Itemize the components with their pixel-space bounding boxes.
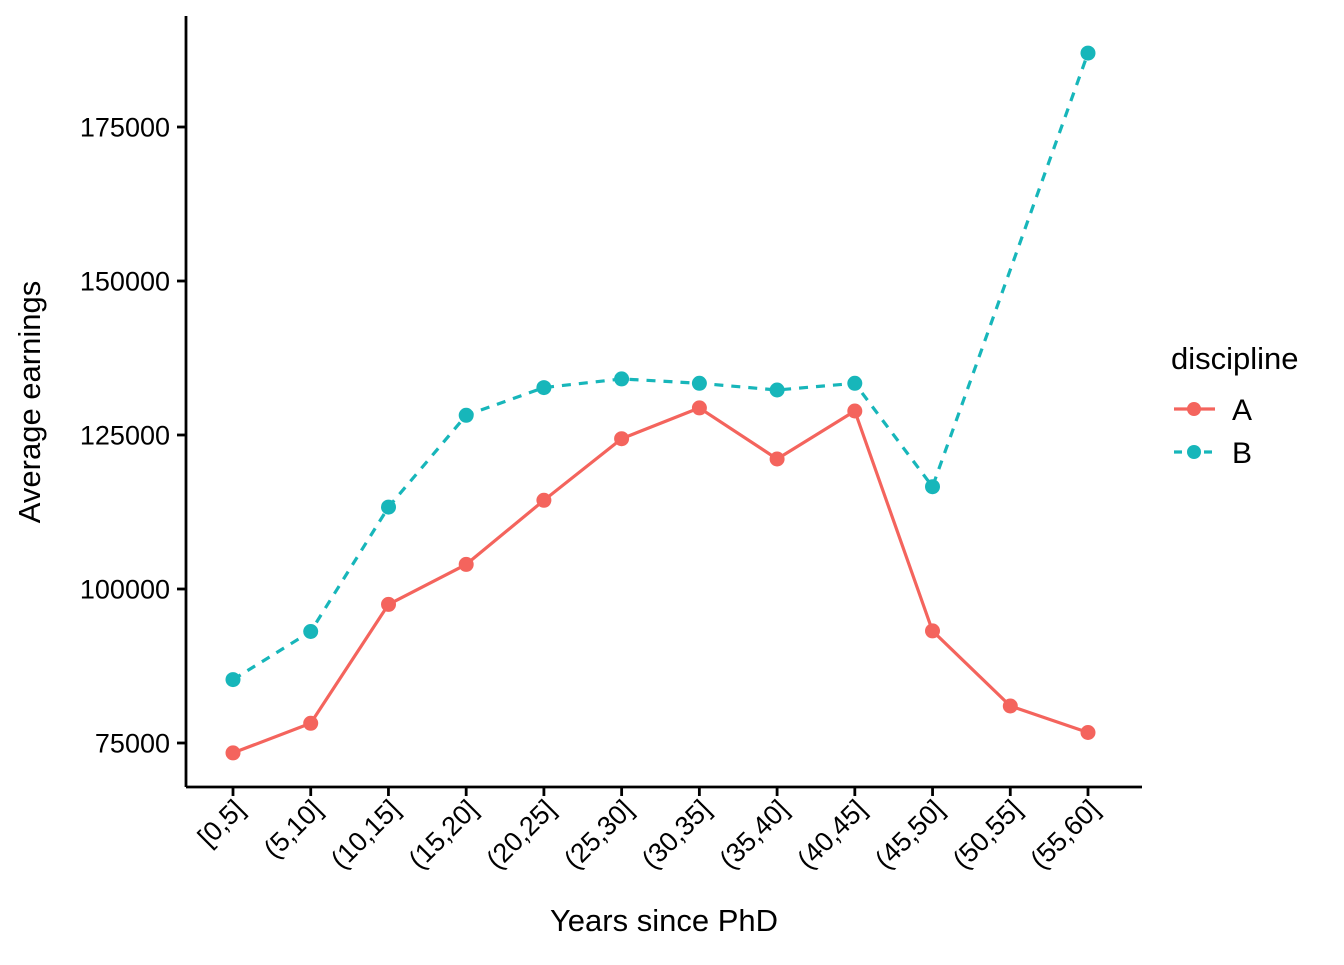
- series-A-point: [225, 745, 241, 761]
- legend-entry-a: A: [1174, 394, 1252, 427]
- series-B-point: [925, 479, 940, 495]
- x-tick-label: (20,25]: [480, 794, 561, 875]
- legend-label-b: B: [1232, 437, 1252, 470]
- legend-key-dot-icon-a: [1187, 402, 1201, 416]
- y-tick-label: 75000: [95, 728, 170, 758]
- legend-label-a: A: [1232, 394, 1252, 427]
- y-axis-title: Average earnings: [12, 281, 47, 523]
- series-A-point: [614, 431, 630, 447]
- series-B-point: [458, 407, 474, 423]
- legend-key-dot-icon-b: [1187, 445, 1201, 459]
- series-A-point: [536, 492, 552, 508]
- series-B-line: [232, 52, 1090, 681]
- x-tick-label: (45,50]: [869, 794, 950, 875]
- legend-title: discipline: [1171, 341, 1299, 376]
- y-tick-label: 100000: [80, 574, 170, 604]
- legend: discipline A B: [1171, 341, 1299, 470]
- series-A-point: [458, 556, 474, 572]
- x-tick-label: (30,35]: [636, 794, 717, 875]
- y-tick-label: 175000: [80, 112, 170, 142]
- series-B-point: [691, 375, 707, 391]
- y-tick-label: 125000: [80, 420, 170, 450]
- series-B-point: [614, 371, 630, 387]
- series-B-point: [1080, 45, 1096, 61]
- series-A-point: [925, 623, 940, 639]
- x-axis-title: Years since PhD: [550, 903, 778, 938]
- x-tick-label: (10,15]: [325, 794, 406, 875]
- series-A-point: [381, 596, 396, 612]
- series-B-point: [769, 382, 785, 398]
- series-A-line: [232, 406, 1089, 755]
- y-tick-label: 150000: [80, 266, 170, 296]
- series-B-point: [225, 672, 241, 688]
- series-B-point: [847, 375, 863, 391]
- x-tick-label: (50,55]: [947, 794, 1028, 875]
- series-A-point: [847, 403, 863, 419]
- plot-panel: 75000 100000 125000 150000 175000 [0,5] (5,10]…: [80, 16, 1142, 875]
- x-tick-label: (5,10]: [258, 794, 328, 864]
- x-tick-label: (55,60]: [1025, 794, 1106, 875]
- legend-entry-b: B: [1174, 437, 1252, 470]
- series-A-point: [1080, 725, 1096, 740]
- x-tick-label: (40,45]: [791, 794, 872, 875]
- x-tick-label: (25,30]: [558, 794, 639, 875]
- x-tick-label: (15,20]: [403, 794, 484, 875]
- series-B-point: [381, 499, 396, 515]
- series-B-point: [303, 624, 319, 639]
- series-A-point: [769, 451, 785, 467]
- series-A-point: [1002, 698, 1018, 714]
- series-A-point: [691, 400, 707, 416]
- x-tick-label: [0,5]: [192, 794, 250, 852]
- series-B-point: [536, 380, 552, 396]
- x-tick-label: (35,40]: [714, 794, 795, 875]
- series-A-point: [303, 715, 319, 731]
